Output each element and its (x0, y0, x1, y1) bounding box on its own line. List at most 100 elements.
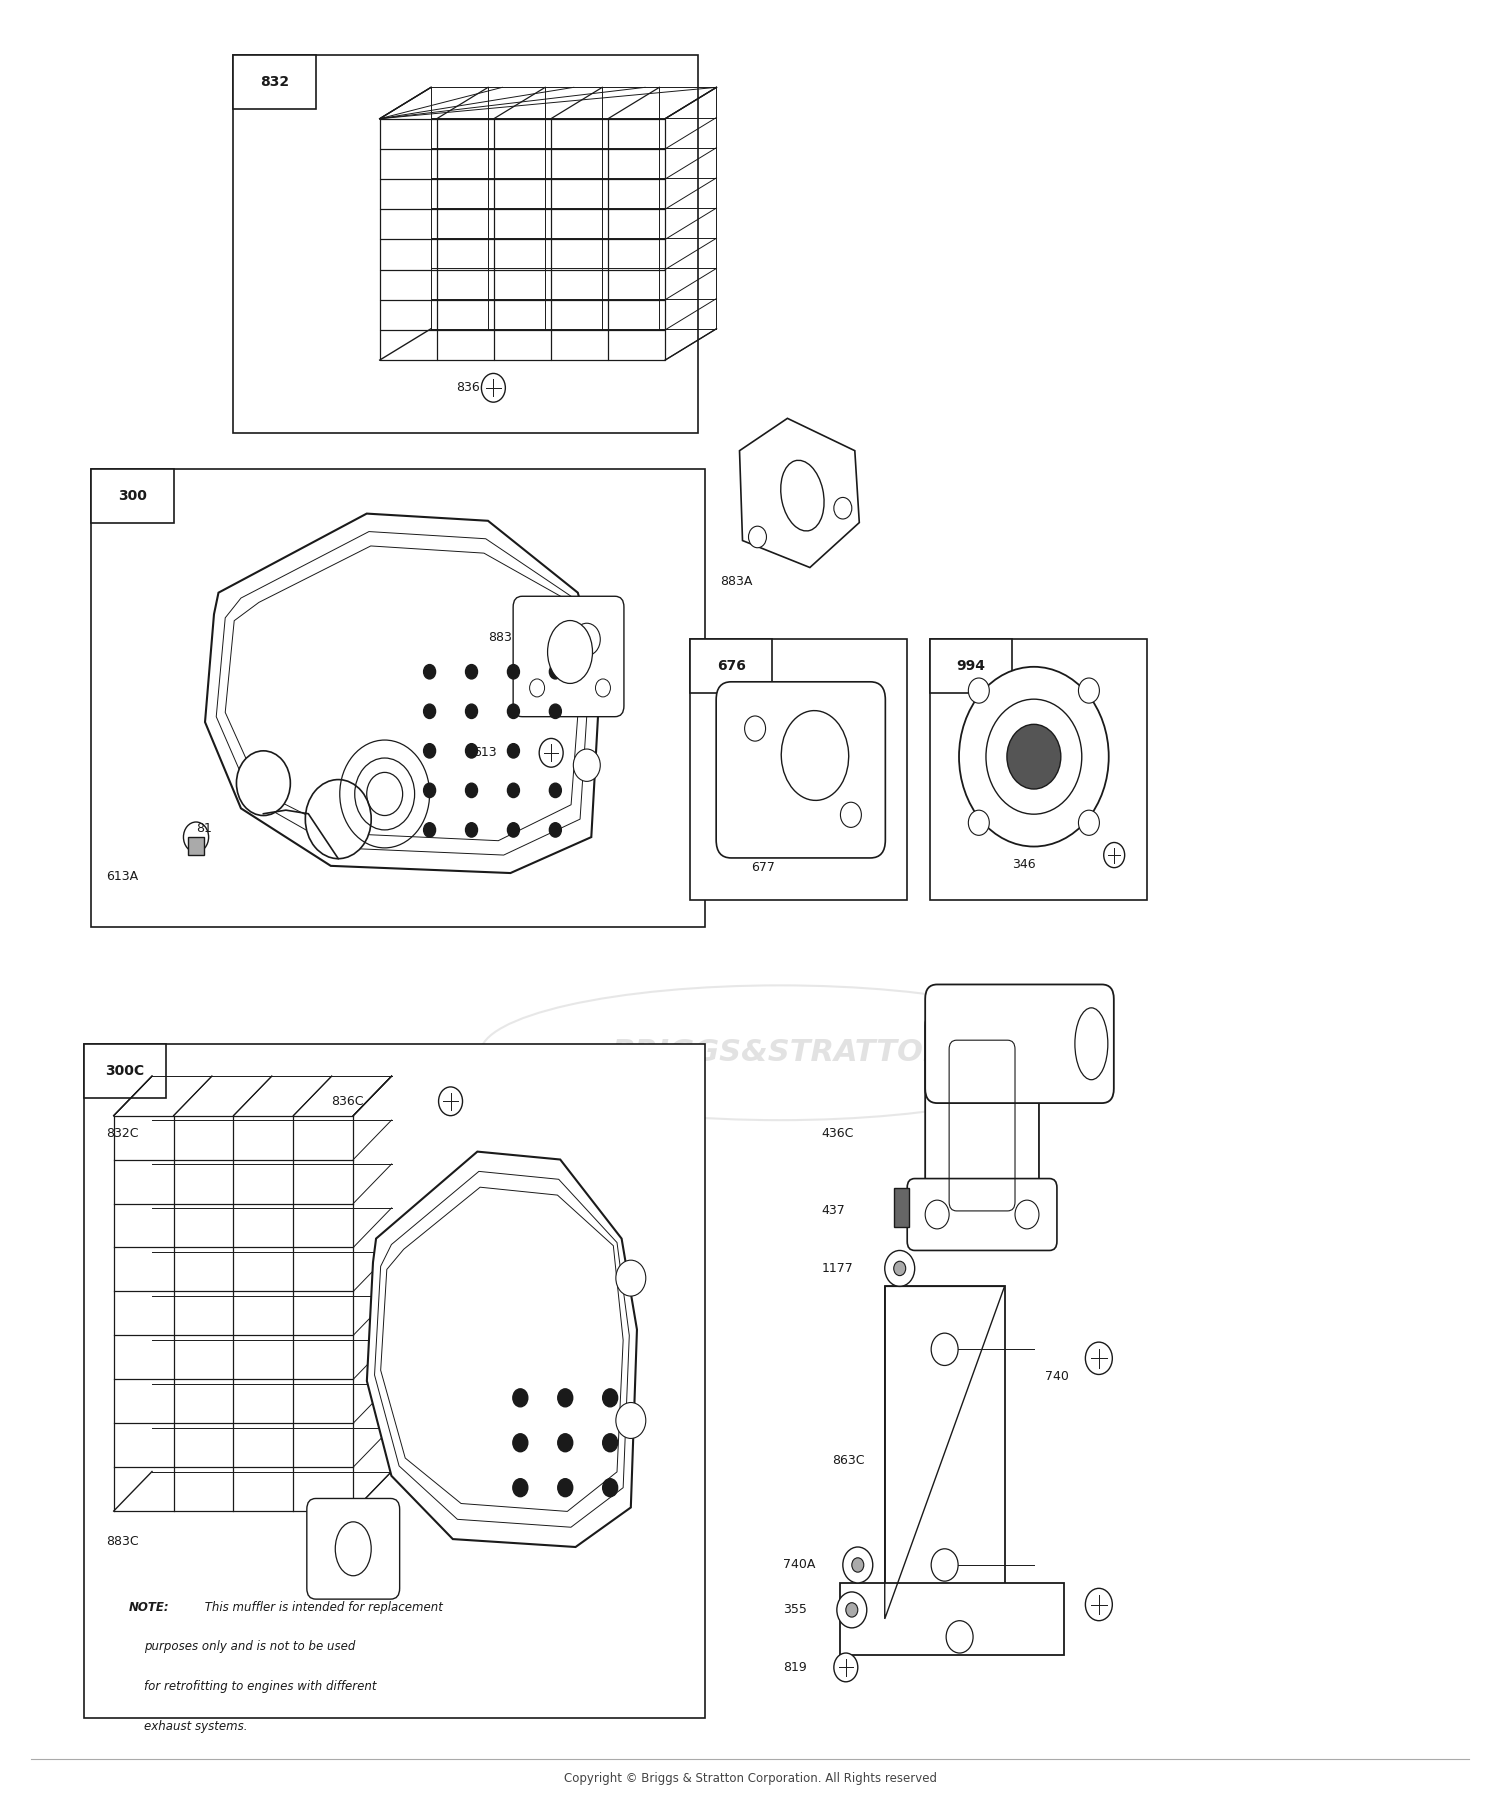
Circle shape (969, 679, 990, 704)
Circle shape (932, 1334, 958, 1366)
Bar (894, 1188, 909, 1228)
Text: 863C: 863C (833, 1454, 866, 1467)
Bar (92, 468, 705, 927)
Circle shape (423, 783, 435, 797)
Circle shape (1007, 724, 1060, 788)
Text: 819: 819 (783, 1661, 807, 1674)
Circle shape (603, 1480, 618, 1496)
Circle shape (834, 497, 852, 518)
Bar (690, 639, 772, 693)
Circle shape (894, 1262, 906, 1276)
Bar (84, 1044, 705, 1717)
Bar (690, 639, 908, 900)
Circle shape (549, 783, 561, 797)
Text: purposes only and is not to be used: purposes only and is not to be used (144, 1640, 356, 1654)
Circle shape (423, 823, 435, 837)
Circle shape (1086, 1588, 1113, 1620)
Circle shape (465, 664, 477, 679)
Text: 883A: 883A (720, 576, 753, 589)
Circle shape (507, 783, 519, 797)
Ellipse shape (336, 1521, 370, 1575)
Circle shape (507, 664, 519, 679)
Circle shape (438, 1087, 462, 1116)
Circle shape (549, 704, 561, 718)
Circle shape (513, 1480, 528, 1496)
Text: This muffler is intended for replacement: This muffler is intended for replacement (201, 1600, 442, 1615)
Circle shape (616, 1260, 646, 1296)
Text: 740: 740 (1046, 1370, 1070, 1382)
Ellipse shape (782, 711, 849, 801)
Circle shape (482, 373, 506, 401)
Circle shape (558, 1435, 573, 1453)
Circle shape (1086, 1343, 1113, 1375)
Circle shape (423, 664, 435, 679)
Text: 436C: 436C (822, 1127, 854, 1139)
Circle shape (596, 679, 610, 697)
Circle shape (1016, 1201, 1040, 1229)
FancyBboxPatch shape (716, 682, 885, 859)
Circle shape (549, 743, 561, 758)
Circle shape (852, 1557, 864, 1571)
Circle shape (603, 1390, 618, 1408)
Circle shape (603, 1435, 618, 1453)
FancyBboxPatch shape (308, 1498, 399, 1598)
Circle shape (465, 704, 477, 718)
Circle shape (846, 1602, 858, 1616)
Ellipse shape (548, 621, 592, 684)
Text: NOTE:: NOTE: (129, 1600, 170, 1615)
Text: 613: 613 (474, 747, 496, 760)
Polygon shape (206, 513, 600, 873)
Circle shape (530, 679, 544, 697)
FancyBboxPatch shape (513, 596, 624, 716)
Bar (92, 468, 174, 522)
Text: 677: 677 (752, 860, 776, 875)
Polygon shape (840, 1582, 1065, 1654)
FancyBboxPatch shape (926, 985, 1114, 1103)
Circle shape (885, 1251, 915, 1287)
Ellipse shape (1076, 1008, 1108, 1080)
Circle shape (507, 743, 519, 758)
Text: 676: 676 (717, 659, 746, 673)
Text: 1177: 1177 (822, 1262, 854, 1274)
Circle shape (748, 526, 766, 547)
FancyBboxPatch shape (926, 1012, 1040, 1238)
Circle shape (926, 1201, 950, 1229)
Text: 300C: 300C (105, 1064, 144, 1078)
Circle shape (507, 704, 519, 718)
Text: 740A: 740A (783, 1559, 816, 1571)
Circle shape (549, 823, 561, 837)
Bar (84, 1044, 166, 1098)
Polygon shape (740, 418, 860, 567)
Circle shape (538, 738, 562, 767)
FancyBboxPatch shape (908, 1179, 1058, 1251)
Circle shape (969, 810, 990, 835)
Text: 836: 836 (456, 382, 480, 394)
Circle shape (423, 704, 435, 718)
Text: for retrofitting to engines with different: for retrofitting to engines with differe… (144, 1679, 376, 1694)
Text: 613A: 613A (106, 869, 138, 884)
Circle shape (306, 779, 370, 859)
Bar (930, 639, 1013, 693)
Circle shape (986, 698, 1082, 814)
Text: 355: 355 (783, 1604, 807, 1616)
Text: 346: 346 (1013, 857, 1036, 871)
Bar (930, 639, 1148, 900)
Circle shape (958, 666, 1108, 846)
Text: exhaust systems.: exhaust systems. (144, 1719, 248, 1733)
Text: 883C: 883C (106, 1535, 140, 1548)
Ellipse shape (780, 461, 824, 531)
Text: 832C: 832C (106, 1127, 138, 1139)
Text: 300: 300 (118, 488, 147, 502)
Text: 832: 832 (260, 76, 290, 90)
Text: 836C: 836C (332, 1094, 363, 1107)
Circle shape (834, 1652, 858, 1681)
Circle shape (423, 743, 435, 758)
Circle shape (573, 749, 600, 781)
Circle shape (837, 1591, 867, 1627)
Circle shape (1078, 810, 1100, 835)
Circle shape (183, 823, 209, 851)
Circle shape (237, 751, 291, 815)
Circle shape (744, 716, 765, 742)
Bar (234, 56, 316, 110)
Circle shape (465, 823, 477, 837)
